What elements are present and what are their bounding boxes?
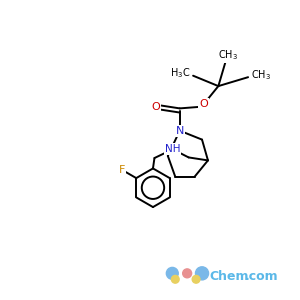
Text: Chem: Chem [209,270,249,283]
Circle shape [171,275,179,283]
Text: F: F [118,165,125,175]
Text: O: O [151,102,160,112]
Circle shape [183,269,192,278]
Circle shape [192,275,200,283]
Text: CH$_3$: CH$_3$ [218,48,238,62]
Text: NH: NH [164,144,180,154]
Text: CH$_3$: CH$_3$ [250,68,271,82]
Text: .com: .com [245,270,279,283]
Text: N: N [176,126,184,136]
Circle shape [166,267,178,279]
Circle shape [196,267,208,280]
Text: H$_3$C: H$_3$C [170,66,191,80]
Text: O: O [199,99,208,109]
